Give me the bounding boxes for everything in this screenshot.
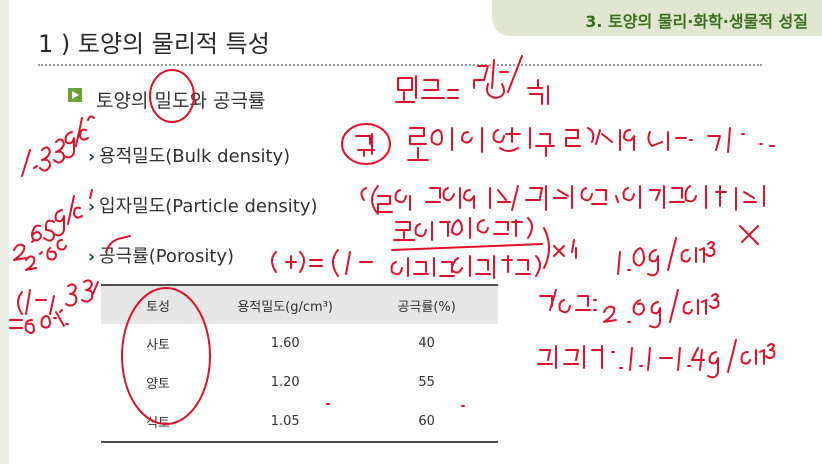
item-label: 입자밀도(Particle density) (99, 196, 318, 217)
item-porosity: › 공극률(Porosity) (88, 242, 234, 268)
table-cell: 1.60 (215, 324, 356, 363)
chevron-right-icon: › (88, 147, 96, 167)
table-header-row: 토성 용적밀도(g/cm³) 공극률(%) (101, 284, 498, 324)
play-bullet-icon (68, 88, 82, 102)
column-header: 용적밀도(g/cm³) (215, 284, 356, 324)
soil-texture-table: 토성 용적밀도(g/cm³) 공극률(%) 사토 1.60 40 양토 1.20… (101, 284, 498, 443)
title-divider (38, 64, 762, 66)
section-heading: 토양의 밀도와 공극률 (96, 90, 266, 112)
item-bulk-density: › 용적밀도(Bulk density) (88, 142, 290, 168)
column-header: 공극률(%) (355, 284, 498, 324)
table-cell: 사토 (101, 324, 216, 363)
table-row: 식토 1.05 60 (101, 402, 498, 443)
item-particle-density: › 입자밀도(Particle density) (88, 192, 318, 218)
item-label: 공극률(Porosity) (99, 246, 235, 267)
table-row: 양토 1.20 55 (101, 363, 498, 402)
table-cell: 40 (355, 324, 498, 363)
column-header: 토성 (101, 284, 216, 324)
table-row: 사토 1.60 40 (101, 324, 498, 363)
table-cell: 식토 (101, 402, 216, 443)
item-label: 용적밀도(Bulk density) (99, 146, 291, 167)
table-cell: 1.20 (215, 363, 356, 402)
table-cell: 60 (355, 402, 498, 443)
chapter-tab: 3. 토양의 물리·화학·생물적 성질 (492, 0, 822, 36)
table-cell: 1.05 (215, 402, 356, 443)
slide-title: 1 ) 토양의 물리적 특성 (38, 30, 270, 58)
chevron-right-icon: › (88, 197, 96, 217)
left-accent-bar (0, 0, 9, 464)
table-cell: 55 (355, 363, 498, 402)
table-cell: 양토 (101, 363, 216, 402)
chevron-right-icon: › (88, 247, 96, 267)
chapter-tab-title: 3. 토양의 물리·화학·생물적 성질 (585, 12, 808, 31)
